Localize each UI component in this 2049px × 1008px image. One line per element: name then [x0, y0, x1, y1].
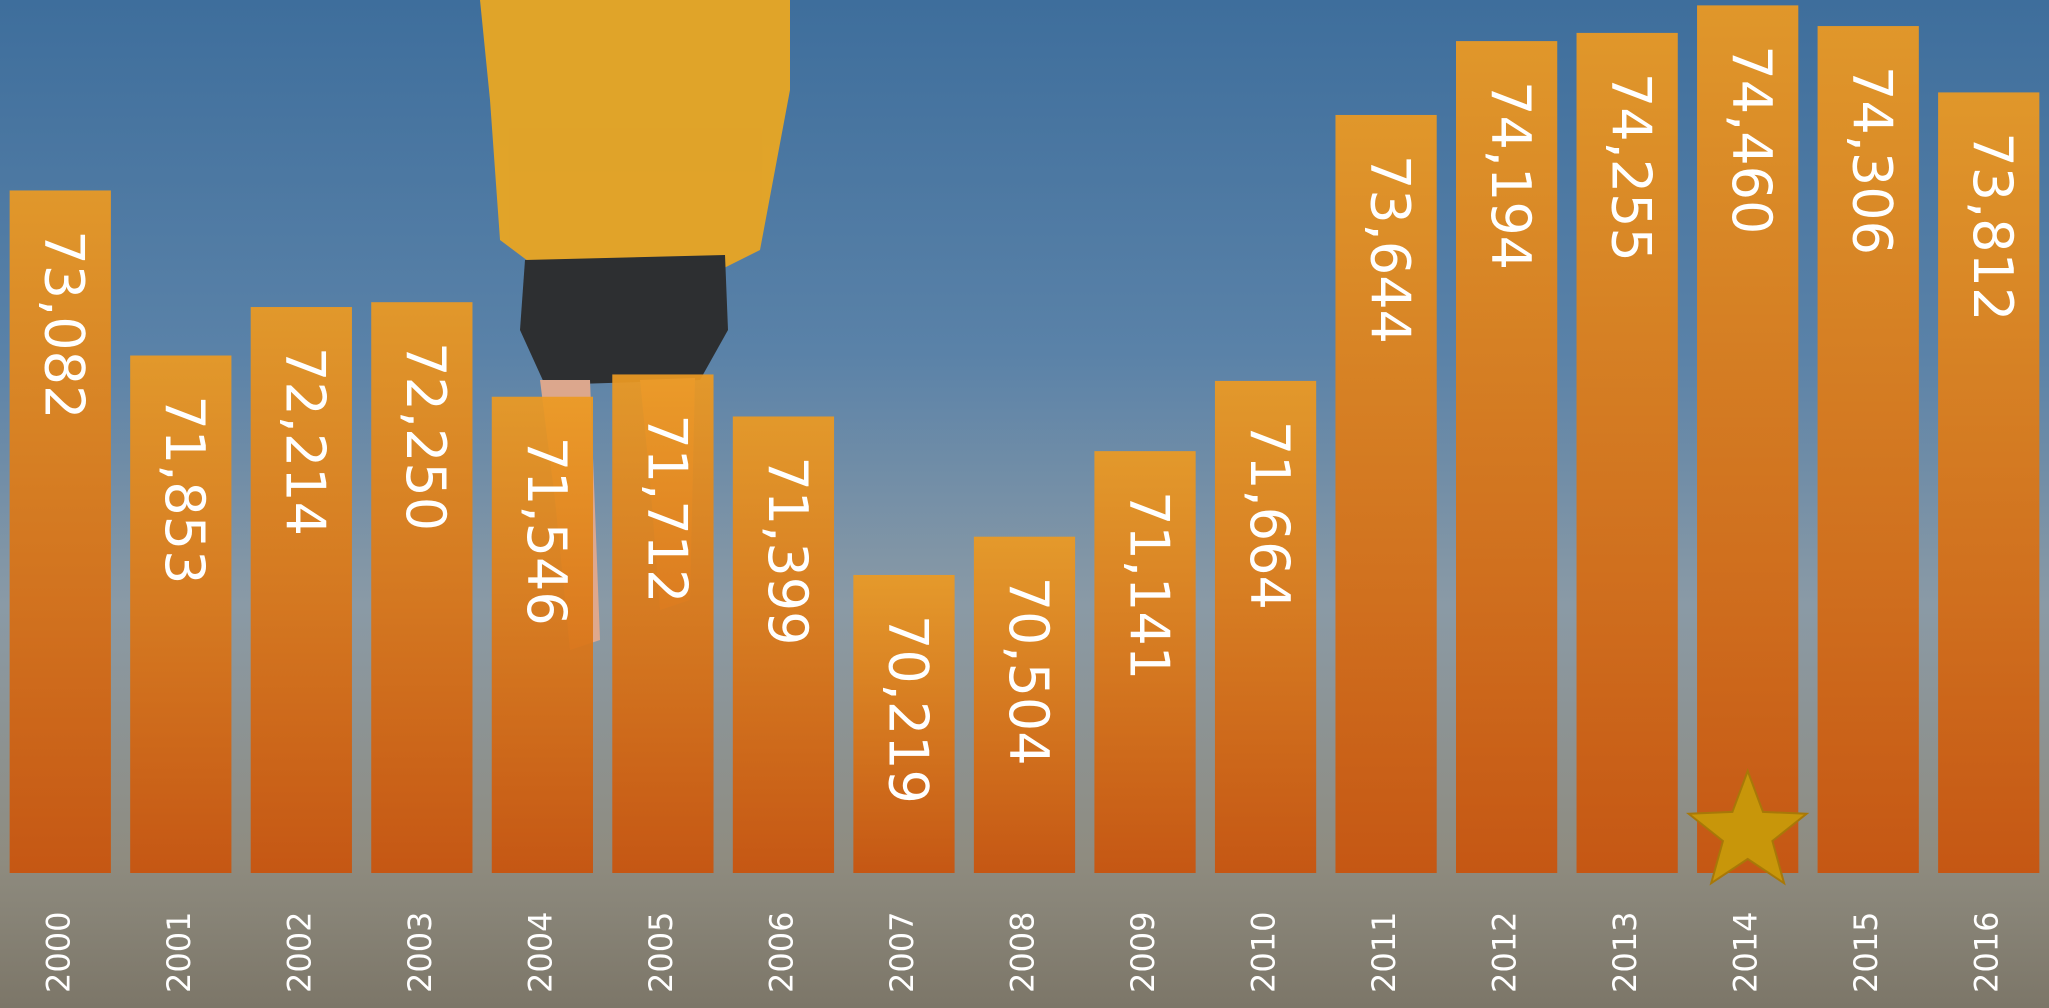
value-label: 74,460	[1720, 45, 1783, 234]
value-label: 74,306	[1841, 66, 1904, 255]
x-tick-label: 2014	[1727, 912, 1765, 993]
bar	[732, 416, 835, 873]
hoodie	[480, 0, 790, 270]
value-label: 72,250	[394, 342, 457, 531]
x-tick-label: 2006	[762, 912, 800, 993]
x-tick-label: 2005	[642, 912, 680, 993]
value-label: 74,255	[1600, 73, 1663, 262]
plot-area: 73,082 2000 71,853 2001 72,214 2002 72,250 2003…	[9, 5, 2040, 993]
bar	[1094, 451, 1196, 873]
x-tick-label: 2002	[280, 912, 318, 993]
bar	[1335, 114, 1437, 873]
bar	[371, 302, 473, 873]
value-label: 70,504	[997, 577, 1060, 766]
x-tick-label: 2016	[1968, 912, 2006, 993]
x-tick-label: 2015	[1847, 912, 1885, 993]
value-label: 73,082	[33, 230, 96, 419]
bar	[1817, 26, 1919, 874]
value-label: 70,219	[876, 615, 939, 804]
value-label: 71,399	[756, 456, 819, 645]
bar	[1214, 380, 1317, 873]
x-tick-label: 2010	[1245, 912, 1283, 993]
x-tick-label: 2008	[1004, 912, 1042, 993]
x-tick-label: 2004	[521, 912, 559, 993]
x-tick-label: 2000	[39, 912, 77, 993]
value-label: 71,546	[515, 437, 578, 626]
value-label: 72,214	[274, 347, 337, 536]
x-tick-label: 2009	[1124, 912, 1162, 993]
bar	[853, 574, 955, 873]
bar	[130, 355, 232, 873]
value-label: 73,644	[1358, 155, 1421, 344]
value-label: 71,141	[1117, 491, 1180, 680]
bar	[1697, 5, 1799, 873]
x-tick-label: 2013	[1606, 912, 1644, 993]
shorts	[520, 255, 728, 385]
bar	[1576, 32, 1678, 873]
x-tick-label: 2012	[1486, 912, 1524, 993]
bar	[1455, 41, 1558, 874]
value-label: 73,812	[1961, 132, 2024, 321]
bar	[973, 536, 1076, 873]
value-label: 71,853	[153, 396, 216, 585]
bar	[9, 190, 111, 873]
x-tick-label: 2011	[1365, 912, 1403, 993]
value-label: 71,664	[1238, 421, 1301, 610]
value-label: 71,712	[635, 414, 698, 603]
bar	[1938, 92, 2040, 874]
highlight-star	[1685, 768, 1810, 886]
value-label: 74,194	[1479, 81, 1542, 270]
x-tick-label: 2007	[883, 912, 921, 993]
x-tick-label: 2001	[160, 912, 198, 993]
bar	[491, 396, 594, 873]
bar	[612, 374, 714, 873]
x-tick-label: 2003	[401, 912, 439, 993]
bar	[250, 307, 352, 874]
